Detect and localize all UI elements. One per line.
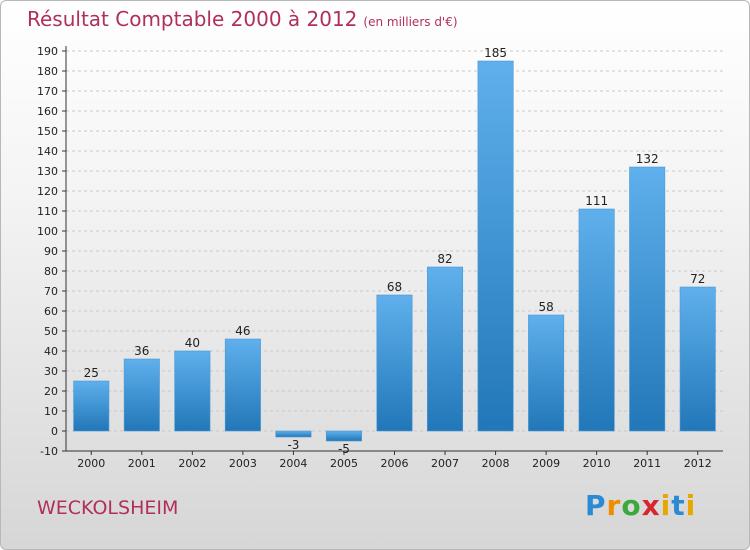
bar (73, 380, 110, 432)
value-label: 111 (585, 194, 608, 208)
value-label: -3 (287, 438, 299, 452)
x-tick-label: 2005 (330, 457, 358, 470)
y-tick-label: 70 (44, 285, 58, 298)
y-tick-label: 170 (37, 85, 58, 98)
value-label: -5 (338, 442, 350, 456)
value-label: 72 (690, 272, 705, 286)
bar (629, 166, 666, 432)
value-label: 40 (185, 336, 200, 350)
value-label: 132 (636, 152, 659, 166)
x-tick-label: 2010 (583, 457, 611, 470)
x-tick-label: 2011 (633, 457, 661, 470)
chart-unit: (en milliers d'€) (363, 15, 458, 29)
value-label: 46 (235, 324, 250, 338)
x-tick-label: 2009 (532, 457, 560, 470)
y-tick-label: 90 (44, 245, 58, 258)
y-tick-label: 20 (44, 385, 58, 398)
x-tick-label: 2001 (128, 457, 156, 470)
y-tick-label: 180 (37, 65, 58, 78)
y-tick-label: 0 (51, 425, 58, 438)
x-tick-label: 2008 (482, 457, 510, 470)
value-label: 82 (437, 252, 452, 266)
value-label: 58 (538, 300, 553, 314)
bar (376, 294, 413, 432)
y-tick-label: 160 (37, 105, 58, 118)
y-tick-label: 140 (37, 145, 58, 158)
bar (427, 266, 464, 432)
chart-title: Résultat Comptable 2000 à 2012 (en millie… (27, 7, 458, 31)
proxiti-logo: Proxiti (585, 489, 697, 522)
y-tick-label: 100 (37, 225, 58, 238)
y-tick-label: 150 (37, 125, 58, 138)
value-label: 68 (387, 280, 402, 294)
commune-name: WECKOLSHEIM (37, 497, 179, 519)
bar (123, 358, 160, 432)
x-tick-label: 2007 (431, 457, 459, 470)
y-tick-label: 60 (44, 305, 58, 318)
y-tick-label: 80 (44, 265, 58, 278)
x-tick-label: 2006 (381, 457, 409, 470)
bar (528, 314, 565, 432)
axes: -10 0 10 20 30 40 50 60 70 80 90 100 110 120 130 140 150… (37, 45, 723, 470)
y-tick-label: 130 (37, 165, 58, 178)
x-tick-label: 2002 (178, 457, 206, 470)
x-tick-label: 2000 (77, 457, 105, 470)
x-tick-label: 2012 (684, 457, 712, 470)
bar (174, 350, 211, 432)
y-tick-label: 10 (44, 405, 58, 418)
bar (679, 286, 716, 432)
y-tick-label: 40 (44, 345, 58, 358)
value-label: 36 (134, 344, 149, 358)
bar (477, 60, 514, 432)
bar (275, 430, 312, 438)
value-label: 185 (484, 46, 507, 60)
y-tick-label: -10 (40, 445, 58, 458)
y-tick-label: 120 (37, 185, 58, 198)
bars: 25 36 40 46 -3 -5 68 82 185 58 111 132 72 (73, 46, 716, 456)
chart-title-text: Résultat Comptable 2000 à 2012 (27, 7, 358, 31)
x-tick-label: 2004 (279, 457, 307, 470)
bar (578, 208, 615, 432)
y-tick-label: 190 (37, 45, 58, 58)
y-tick-label: 30 (44, 365, 58, 378)
value-label: 25 (84, 366, 99, 380)
y-tick-label: 110 (37, 205, 58, 218)
bar (325, 430, 362, 442)
bar (224, 338, 261, 432)
y-tick-label: 50 (44, 325, 58, 338)
x-tick-label: 2003 (229, 457, 257, 470)
